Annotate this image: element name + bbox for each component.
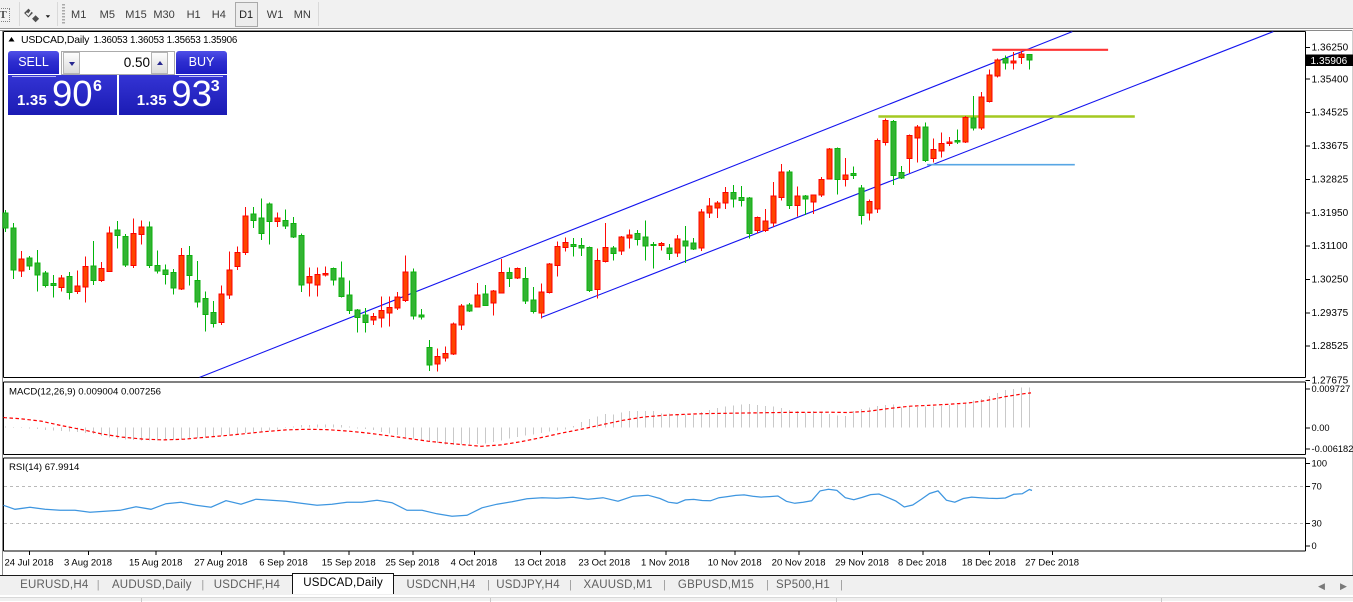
svg-text:29 Nov 2018: 29 Nov 2018 [835,558,889,569]
svg-text:100: 100 [1312,459,1328,469]
svg-text:0.00: 0.00 [1312,423,1330,433]
svg-text:MACD(12,26,9) 0.009004 0.00725: MACD(12,26,9) 0.009004 0.007256 [9,387,161,398]
svg-text:70: 70 [1312,482,1322,492]
svg-text:1.35400: 1.35400 [1312,74,1349,85]
svg-text:1.36250: 1.36250 [1312,42,1349,53]
svg-text:RSI(14) 67.9914: RSI(14) 67.9914 [9,462,80,473]
svg-text:20 Nov 2018: 20 Nov 2018 [772,558,826,569]
svg-text:0.009727: 0.009727 [1312,384,1351,394]
svg-text:6 Sep 2018: 6 Sep 2018 [259,558,308,569]
svg-text:25 Sep 2018: 25 Sep 2018 [385,558,439,569]
svg-text:1.31100: 1.31100 [1312,241,1348,252]
svg-text:4 Oct 2018: 4 Oct 2018 [451,558,497,569]
svg-text:-0.006182: -0.006182 [1312,444,1353,454]
svg-text:1.36053 1.36053 1.35653 1.3590: 1.36053 1.36053 1.35653 1.35906 [94,35,238,46]
svg-text:USDCAD,Daily: USDCAD,Daily [21,34,90,46]
svg-text:15 Aug 2018: 15 Aug 2018 [129,558,182,569]
svg-text:27 Aug 2018: 27 Aug 2018 [194,558,247,569]
svg-text:18 Dec 2018: 18 Dec 2018 [962,558,1016,569]
svg-text:1.28525: 1.28525 [1312,341,1349,352]
svg-text:23 Oct 2018: 23 Oct 2018 [578,558,630,569]
svg-text:1.33675: 1.33675 [1312,141,1349,152]
svg-text:1 Nov 2018: 1 Nov 2018 [641,558,690,569]
svg-text:24 Jul 2018: 24 Jul 2018 [4,558,53,569]
svg-text:15 Sep 2018: 15 Sep 2018 [322,558,376,569]
svg-text:30: 30 [1312,519,1322,529]
svg-text:1.32825: 1.32825 [1312,175,1349,186]
svg-text:1.30250: 1.30250 [1312,275,1349,286]
svg-text:1.35906: 1.35906 [1311,56,1348,67]
svg-text:8 Dec 2018: 8 Dec 2018 [898,558,947,569]
svg-text:1.29375: 1.29375 [1312,308,1349,319]
svg-text:3 Aug 2018: 3 Aug 2018 [64,558,112,569]
svg-text:0: 0 [1312,541,1317,551]
svg-text:1.34525: 1.34525 [1312,108,1349,119]
svg-text:10 Nov 2018: 10 Nov 2018 [708,558,762,569]
svg-text:13 Oct 2018: 13 Oct 2018 [514,558,566,569]
svg-text:27 Dec 2018: 27 Dec 2018 [1025,558,1079,569]
svg-text:1.31950: 1.31950 [1312,208,1349,219]
